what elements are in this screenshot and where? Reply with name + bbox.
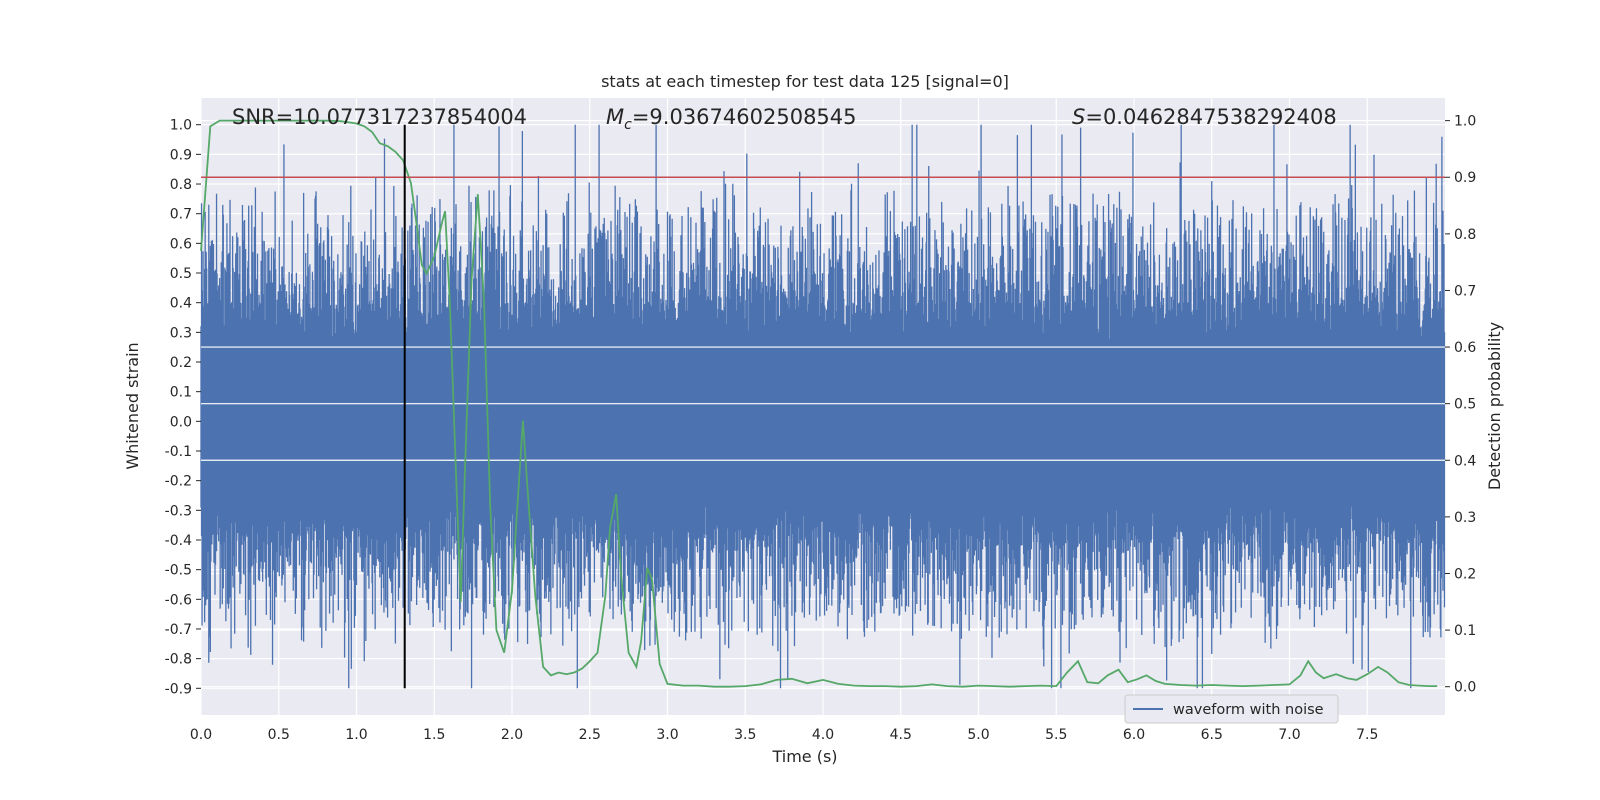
y-left-tick-label: 0.1 [170,385,192,401]
s-symbol: S [1072,105,1085,129]
y-left-tick-label: -0.5 [165,563,192,579]
chirp-mass-subscript: c [624,117,632,133]
x-tick-label: 0.0 [190,727,212,743]
chirp-mass-annotation: Mc=9.03674602508545 [606,105,857,133]
x-tick-label: 1.5 [423,727,445,743]
chirp-mass-symbol: M [606,105,624,129]
y-left-tick-label: 0.9 [170,147,192,163]
chirp-mass-value: =9.03674602508545 [632,105,857,129]
x-tick-label: 7.0 [1278,727,1300,743]
x-tick-label: 7.5 [1356,727,1378,743]
y-left-tick-label: 0.5 [170,266,192,282]
x-tick-label: 3.0 [656,727,678,743]
detection-probability-line [200,119,1438,688]
legend-label: waveform with noise [1173,702,1324,718]
y-left-tick-label: -0.3 [165,503,192,519]
right-axis-label: Detection probability [1485,322,1504,490]
x-tick-label: 1.0 [345,727,367,743]
y-left-tick-label: 0.4 [170,296,192,312]
y-left-tick-label: -0.1 [165,444,192,460]
x-tick-label: 6.0 [1123,727,1145,743]
y-right-tick-label: 1.0 [1454,114,1476,130]
y-right-tick-label: 0.3 [1454,510,1476,526]
waveform-series [200,124,1446,689]
y-left-tick-label: -0.8 [165,652,192,668]
x-tick-label: 4.0 [812,727,834,743]
y-right-tick-label: 0.5 [1454,397,1476,413]
waveform-core [201,341,1445,502]
y-left-tick-label: -0.7 [165,622,192,638]
x-tick-label: 2.5 [579,727,601,743]
x-tick-label: 5.0 [967,727,989,743]
x-tick-label: 6.5 [1201,727,1223,743]
y-left-tick-label: -0.2 [165,474,192,490]
right-axis-ticks: 1.0 0.9 0.8 0.7 0.6 0.5 0.4 0.3 0.2 0.1 0.0 [1445,114,1476,696]
x-axis-ticks: 0.0 0.5 1.0 1.5 2.0 2.5 3.0 3.5 4.0 4.5 5.0 5.5 6.0 6… [190,727,1379,743]
s-annotation: S=0.0462847538292408 [1072,105,1337,129]
snr-annotation: SNR=10.077317237854004 [232,105,527,129]
y-right-tick-label: 0.8 [1454,227,1476,243]
y-right-tick-label: 0.1 [1454,623,1476,639]
legend: waveform with noise [1124,694,1339,724]
y-left-tick-label: 0.2 [170,355,192,371]
x-tick-label: 4.5 [890,727,912,743]
y-left-tick-label: 0.7 [170,207,192,223]
y-left-tick-label: 0.0 [170,414,192,430]
left-axis-ticks: 1.0 0.9 0.8 0.7 0.6 0.5 0.4 0.3 0.2 0.1 0.0 -0.1 -0.… [165,118,201,697]
y-left-tick-label: -0.6 [165,592,192,608]
y-right-tick-label: 0.0 [1454,680,1476,696]
x-tick-label: 2.0 [501,727,523,743]
y-right-tick-label: 0.4 [1454,453,1476,469]
y-right-tick-label: 0.2 [1454,566,1476,582]
y-right-tick-label: 0.9 [1454,170,1476,186]
y-left-tick-label: 0.8 [170,177,192,193]
x-tick-label: 3.5 [734,727,756,743]
y-left-tick-label: 0.6 [170,236,192,252]
y-left-tick-label: -0.4 [165,533,192,549]
y-left-tick-label: 0.3 [170,325,192,341]
x-axis-label: Time (s) [771,747,837,766]
x-tick-label: 0.5 [268,727,290,743]
y-left-tick-label: -0.9 [165,681,192,697]
x-tick-label: 5.5 [1045,727,1067,743]
y-right-tick-label: 0.6 [1454,340,1476,356]
s-value: =0.0462847538292408 [1085,105,1336,129]
legend-box [1124,694,1339,724]
chart-title: stats at each timestep for test data 125… [601,72,1009,91]
y-right-tick-label: 0.7 [1454,283,1476,299]
left-axis-label: Whitened strain [123,342,142,469]
y-left-tick-label: 1.0 [170,118,192,134]
